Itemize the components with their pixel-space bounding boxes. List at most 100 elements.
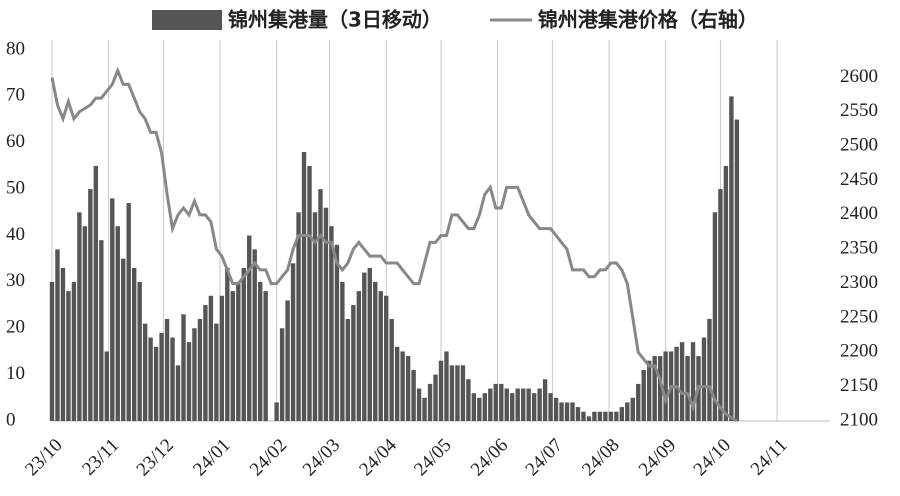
legend-swatch [152,10,222,30]
bar [548,393,553,421]
x-tick-label: 24/06 [467,435,512,480]
x-tick-label: 24/08 [578,435,623,480]
bar [471,393,477,421]
bar [88,189,93,421]
bar [641,369,646,421]
bar [252,249,257,421]
bar [438,360,444,421]
bar [115,226,120,421]
y-tick-label: 0 [6,409,16,430]
y2-tick-label: 2400 [840,203,878,224]
bar [570,402,575,421]
bar [274,402,279,421]
bar [60,267,66,421]
x-tick-label: 24/05 [410,435,455,480]
bar [181,314,186,421]
bar [553,397,559,421]
bar [290,263,296,421]
bar [652,356,657,421]
bar [427,383,433,421]
y-tick-label: 60 [6,131,25,152]
bar [734,119,740,421]
bar [712,212,718,421]
x-tick-label: 24/03 [299,435,344,480]
bar [203,305,208,421]
bar [66,291,71,421]
bar [225,267,230,421]
bar [99,240,104,421]
x-tick-label: 23/11 [78,435,123,480]
bar [219,295,225,421]
bar [444,351,449,421]
bar [279,328,285,421]
line [50,66,738,423]
bar [526,388,531,421]
bar [345,318,351,421]
bar [422,397,427,421]
y-tick-label: 70 [6,85,25,106]
bar [340,281,345,421]
bar [504,388,509,421]
bar [707,318,712,421]
bar [192,328,197,421]
bar [258,281,263,421]
bar [351,305,356,421]
bar [647,360,652,421]
y2-tick-label: 2450 [840,169,878,190]
bar [356,291,362,421]
bar [110,198,115,421]
bar [296,212,301,421]
y2-tick-label: 2550 [840,100,878,121]
y2-tick-label: 2350 [840,238,878,259]
bar [482,393,488,421]
bar [241,267,246,421]
bar [389,318,394,421]
bar [597,411,603,421]
bar [608,411,614,421]
bar [131,267,137,421]
bar [466,379,471,421]
y-tick-label: 30 [6,270,25,291]
bar [362,272,367,421]
bar [82,226,88,421]
bar [367,267,372,421]
bar [723,165,729,421]
bar [329,226,334,421]
bar [542,379,548,421]
bar [126,203,131,421]
bar [214,323,219,421]
y-tick-label: 50 [6,177,25,198]
bar [148,337,153,421]
bar [93,165,99,421]
bar [488,388,493,421]
x-tick-label: 24/11 [747,435,792,480]
bar [690,342,696,421]
x-tick-label: 23/12 [133,435,178,480]
bar [619,407,624,421]
bar [77,212,82,421]
bar [614,411,619,421]
bar [142,323,148,421]
bar [323,207,329,421]
bar [285,300,290,421]
bar [510,393,515,421]
bar [531,393,537,421]
bar [170,337,175,421]
bar [186,342,192,421]
bar [625,402,630,421]
bar [312,212,318,421]
y2-tick-label: 2600 [840,66,878,87]
y2-tick-label: 2250 [840,306,878,327]
bar [405,356,411,421]
bar [477,397,482,421]
bar [71,281,77,421]
bar [230,291,235,421]
bar [564,402,570,421]
bar [630,397,635,421]
bar [581,411,586,421]
x-tick-label: 24/09 [635,435,680,480]
bar [334,244,340,421]
bar [701,337,707,421]
bar [674,346,679,421]
